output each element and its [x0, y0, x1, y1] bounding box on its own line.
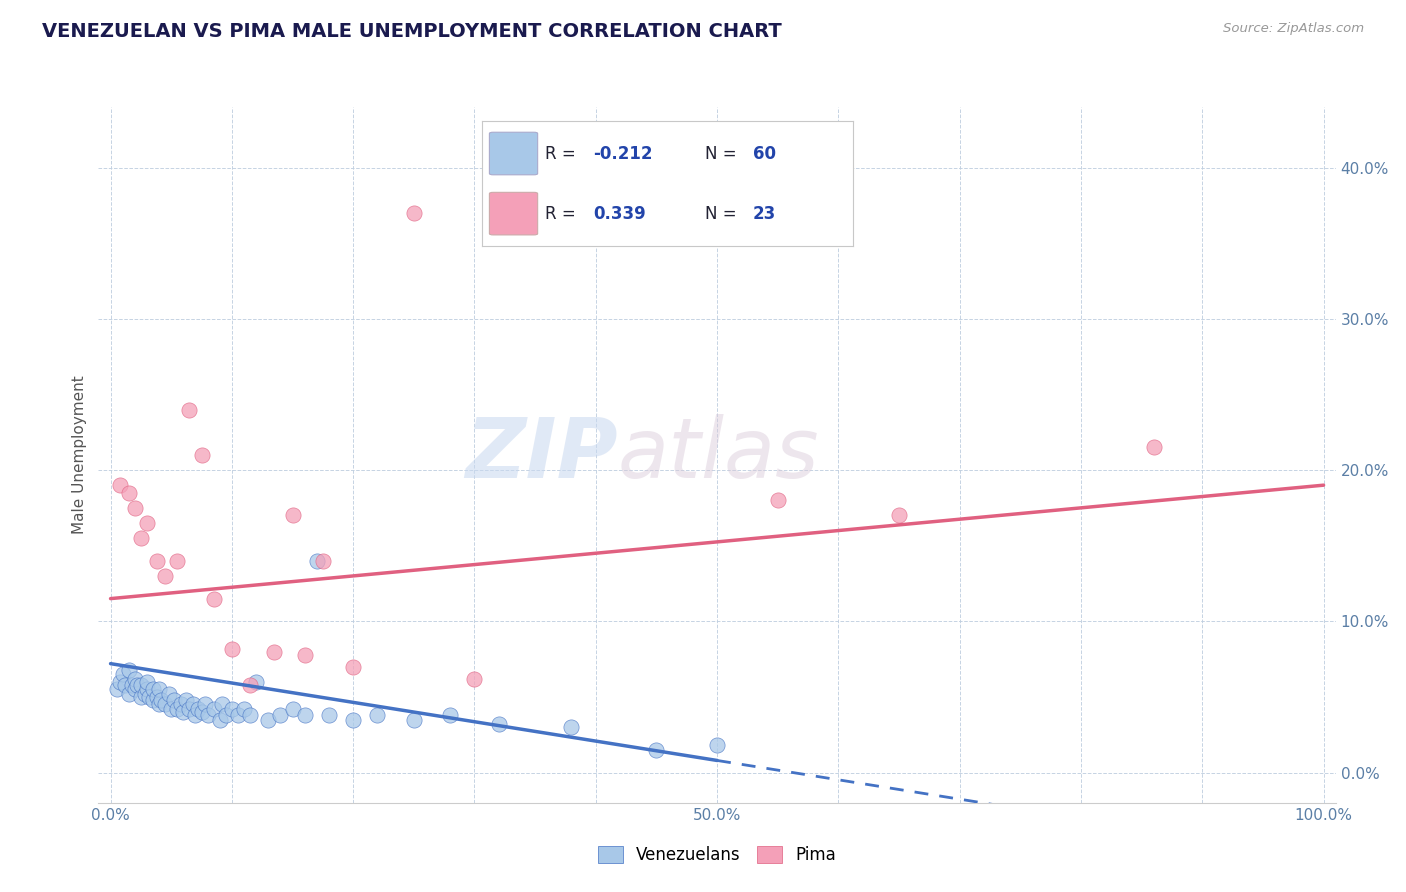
Point [766, 493, 789, 508]
Point [181, 698, 204, 712]
Point [221, 641, 243, 656]
Point [211, 698, 233, 712]
Point [121, 678, 143, 692]
Point [366, 708, 388, 723]
Point [215, 708, 238, 723]
Point [124, 500, 146, 515]
Text: Source: ZipAtlas.com: Source: ZipAtlas.com [1223, 22, 1364, 36]
Point [342, 713, 364, 727]
Legend: Venezuelans, Pima: Venezuelans, Pima [591, 839, 844, 871]
Point [129, 531, 152, 545]
Point [245, 674, 267, 689]
Point [239, 678, 262, 692]
Point [179, 702, 201, 716]
Point [269, 708, 291, 723]
Point [190, 705, 212, 719]
Point [160, 702, 183, 716]
Point [138, 690, 160, 704]
Point [233, 702, 256, 716]
Point [184, 708, 207, 723]
Point [153, 698, 176, 712]
Point [142, 682, 165, 697]
Point [129, 690, 152, 704]
Point [239, 708, 262, 723]
Point [294, 648, 316, 662]
Point [263, 644, 285, 658]
Text: VENEZUELAN VS PIMA MALE UNEMPLOYMENT CORRELATION CHART: VENEZUELAN VS PIMA MALE UNEMPLOYMENT COR… [42, 22, 782, 41]
Point [402, 713, 425, 727]
Point [294, 708, 316, 723]
Text: ZIP: ZIP [465, 415, 619, 495]
Point [172, 705, 194, 719]
Point [118, 687, 141, 701]
Point [110, 478, 132, 492]
Point [439, 708, 461, 723]
Point [887, 508, 910, 523]
Point [342, 659, 364, 673]
Point [208, 713, 231, 727]
Point [136, 682, 159, 697]
Point [129, 678, 152, 692]
Point [194, 698, 217, 712]
Point [197, 708, 219, 723]
Point [202, 702, 225, 716]
Point [202, 591, 225, 606]
Y-axis label: Male Unemployment: Male Unemployment [72, 376, 87, 534]
Point [257, 713, 280, 727]
Text: atlas: atlas [619, 415, 820, 495]
Point [179, 402, 201, 417]
Point [114, 678, 136, 692]
Point [124, 682, 146, 697]
Point [148, 682, 170, 697]
Point [305, 554, 328, 568]
Point [221, 702, 243, 716]
Point [174, 693, 197, 707]
Point [111, 667, 134, 681]
Point [706, 739, 728, 753]
Point [166, 554, 188, 568]
Point [166, 702, 188, 716]
Point [127, 678, 149, 692]
Point [645, 743, 668, 757]
Point [153, 569, 176, 583]
Point [281, 702, 304, 716]
Point [281, 508, 304, 523]
Point [187, 702, 209, 716]
Point [105, 682, 128, 697]
Point [318, 708, 340, 723]
Point [170, 698, 193, 712]
Point [1143, 441, 1166, 455]
Point [134, 687, 156, 701]
Point [560, 720, 582, 734]
Point [142, 693, 165, 707]
Point [150, 693, 173, 707]
Point [145, 554, 167, 568]
Point [190, 448, 212, 462]
Point [136, 516, 159, 530]
Point [226, 708, 249, 723]
Point [488, 717, 510, 731]
Point [145, 690, 167, 704]
Point [402, 206, 425, 220]
Point [124, 672, 146, 686]
Point [463, 672, 485, 686]
Point [118, 663, 141, 677]
Point [157, 687, 180, 701]
Point [162, 693, 184, 707]
Point [148, 698, 170, 712]
Point [312, 554, 335, 568]
Point [118, 485, 141, 500]
Point [110, 674, 132, 689]
Point [136, 674, 159, 689]
